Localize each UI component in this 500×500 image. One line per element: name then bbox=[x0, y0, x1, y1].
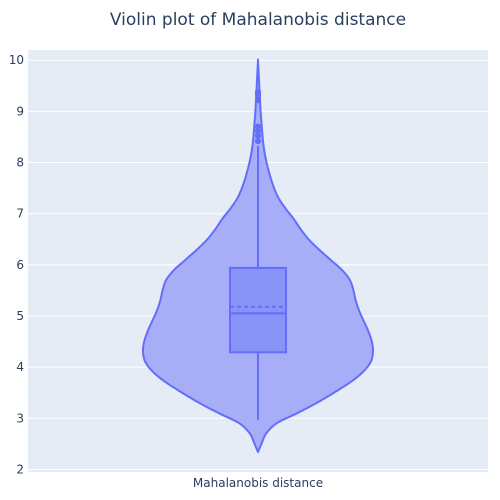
y-tick-label: 3 bbox=[16, 411, 24, 425]
y-tick-label: 8 bbox=[16, 156, 24, 170]
outlier-point bbox=[254, 123, 262, 130]
y-tick-label: 6 bbox=[16, 258, 24, 272]
x-category-label: Mahalanobis distance bbox=[193, 476, 323, 490]
y-tick-label: 9 bbox=[16, 104, 24, 118]
chart-title: Violin plot of Mahalanobis distance bbox=[110, 10, 406, 30]
violin-group bbox=[141, 58, 375, 454]
y-tick-label: 10 bbox=[9, 53, 24, 67]
y-axis-ticks: 2 3 4 5 6 7 8 9 10 bbox=[9, 53, 24, 476]
y-tick-label: 5 bbox=[16, 309, 24, 323]
outlier-point bbox=[254, 88, 262, 96]
y-tick-label: 7 bbox=[16, 207, 24, 221]
outlier-point bbox=[254, 137, 262, 145]
y-tick-label: 4 bbox=[16, 360, 24, 374]
y-tick-label: 2 bbox=[16, 462, 24, 476]
iqr-box bbox=[229, 266, 287, 354]
outlier-point bbox=[254, 97, 262, 104]
